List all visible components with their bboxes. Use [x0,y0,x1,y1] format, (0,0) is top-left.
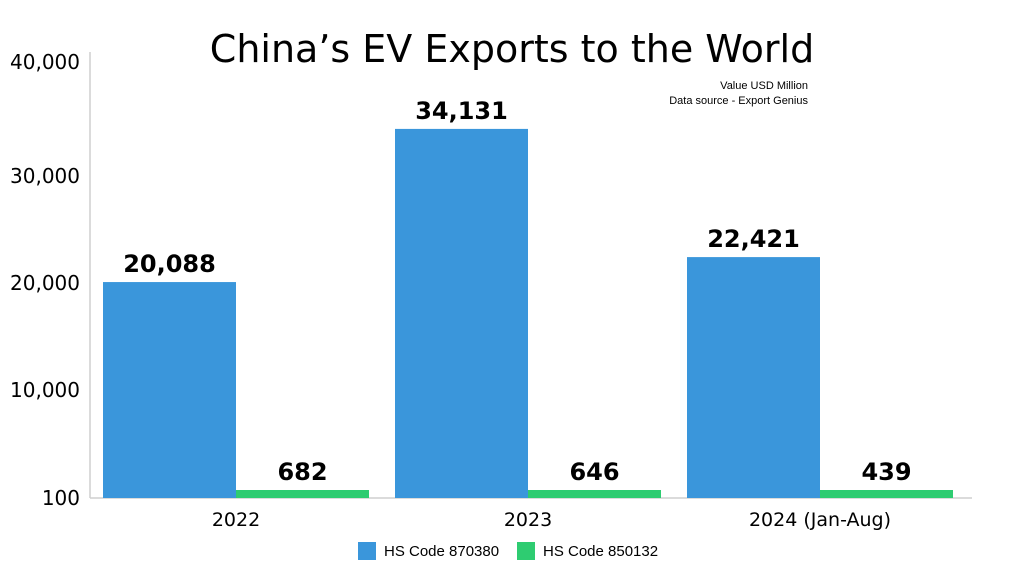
data-label: 34,131 [415,97,508,125]
y-tick-label: 10,000 [10,378,80,402]
x-tick-label: 2024 (Jan-Aug) [749,509,891,531]
legend-swatch-hs-870380 [358,542,376,560]
chart-subtitle-units: Value USD Million [720,80,808,92]
bar-2022-series-1 [103,282,236,498]
bars [103,128,953,498]
x-tick-label: 2023 [504,509,552,531]
y-tick-label: 20,000 [10,271,80,295]
bar-2023-series-1 [395,128,528,498]
chart-subtitle-source: Data source - Export Genius [669,95,808,107]
data-label: 682 [277,458,327,486]
y-tick-label: 100 [42,486,80,510]
data-label: 20,088 [123,250,216,278]
bar-2024-jan-aug--series-1 [687,257,820,498]
legend-swatch-hs-850132 [517,542,535,560]
bar-2022-series-2 [236,490,369,498]
bar-2023-series-2 [528,490,661,498]
x-tick-label: 2022 [212,509,260,531]
y-axis-ticks: 100 10,000 20,000 30,000 40,000 [10,50,80,510]
data-label: 22,421 [707,225,800,253]
bar-2024-jan-aug--series-2 [820,490,953,498]
chart-title: China’s EV Exports to the World [210,27,814,71]
data-label: 646 [569,458,619,486]
y-tick-label: 40,000 [10,50,80,74]
legend: HS Code 870380 HS Code 850132 [358,542,658,560]
x-axis-ticks: 2022 2023 2024 (Jan-Aug) [212,509,891,531]
data-label: 439 [861,458,911,486]
legend-label-hs-870380: HS Code 870380 [384,543,499,560]
legend-label-hs-850132: HS Code 850132 [543,543,658,560]
y-tick-label: 30,000 [10,164,80,188]
data-labels: 20,088 682 34,131 646 22,421 439 [123,97,911,486]
